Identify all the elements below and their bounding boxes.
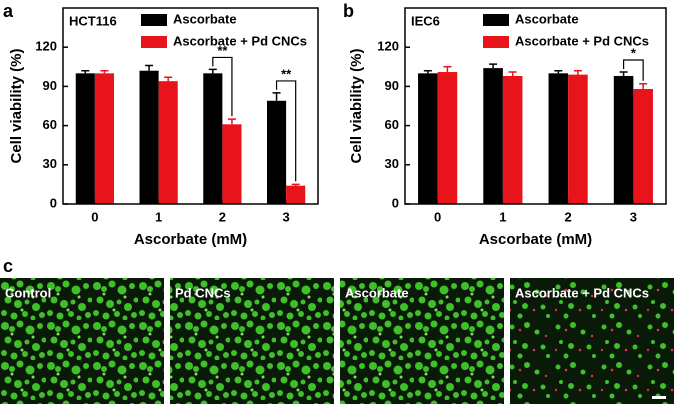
y-tick-label: 60 (43, 117, 57, 132)
micrograph (170, 278, 334, 404)
bar (437, 72, 458, 204)
legend-label: Ascorbate (515, 11, 579, 26)
micrograph (340, 278, 504, 404)
x-tick-label: 3 (630, 209, 637, 224)
legend-label: Ascorbate + Pd CNCs (515, 33, 649, 48)
error-bar (489, 63, 498, 69)
bar (158, 81, 178, 204)
bar (75, 73, 95, 204)
error-bar (81, 69, 90, 74)
error-bar (639, 83, 648, 90)
y-tick-label: 30 (43, 156, 57, 171)
error-bar (443, 66, 452, 73)
legend-swatch (141, 14, 167, 26)
y-tick-label: 90 (385, 78, 399, 93)
y-tick-label: 0 (50, 195, 57, 210)
plot-frame (404, 7, 667, 205)
error-bar (145, 64, 154, 71)
image-caption: Control (5, 285, 51, 300)
bar (267, 100, 287, 204)
micrograph (510, 278, 674, 404)
y-tick-label: 0 (392, 195, 399, 210)
y-tick-label: 90 (43, 78, 57, 93)
bar (222, 124, 242, 204)
y-axis-label: Cell viability (%) (348, 48, 365, 163)
x-axis-label: Ascorbate (mM) (134, 231, 247, 248)
legend-swatch (483, 36, 509, 48)
y-axis-label: Cell viability (%) (8, 48, 25, 163)
x-tick-label: 2 (219, 209, 226, 224)
error-bar (272, 92, 281, 101)
legend-label: Ascorbate (173, 11, 237, 26)
annotation: HCT116 (69, 13, 117, 28)
error-bar (554, 69, 563, 74)
x-tick-label: 1 (155, 209, 162, 224)
y-tick-label: 60 (385, 117, 399, 132)
significance-bracket (622, 59, 644, 81)
bar (483, 68, 503, 205)
bar (548, 73, 569, 204)
image-caption: Ascorbate + Pd CNCs (515, 285, 649, 300)
bar (568, 74, 588, 204)
micrograph (0, 278, 164, 404)
error-bar (573, 69, 582, 75)
bar (286, 185, 306, 204)
y-tick-label: 120 (35, 39, 57, 54)
error-bar (619, 71, 628, 76)
panel-label: a (3, 1, 14, 21)
significance-label: * (631, 45, 637, 60)
error-bar (100, 69, 109, 74)
significance-bracket (275, 80, 297, 182)
x-tick-label: 0 (91, 209, 98, 224)
bar (633, 89, 653, 204)
error-bar (227, 118, 236, 125)
x-tick-label: 1 (499, 209, 506, 224)
bar (502, 75, 523, 205)
bar (203, 73, 223, 204)
y-tick-label: 30 (385, 156, 399, 171)
error-bar (423, 69, 432, 74)
error-bar (164, 76, 173, 82)
panel-label: c (3, 256, 13, 276)
bar (613, 75, 634, 205)
y-tick-label: 120 (377, 39, 399, 54)
significance-label: ** (281, 66, 292, 81)
bar (418, 73, 438, 204)
legend-swatch (141, 36, 167, 48)
panel-label: b (343, 1, 354, 21)
error-bar (208, 68, 217, 74)
annotation: IEC6 (411, 13, 440, 28)
x-tick-label: 0 (434, 209, 441, 224)
image-caption: Ascorbate (345, 285, 409, 300)
significance-bracket (212, 56, 233, 117)
error-bar (291, 183, 300, 186)
scale-bar (652, 396, 666, 399)
plot-frame (62, 7, 319, 205)
image-caption: Pd CNCs (175, 285, 231, 300)
x-axis-label: Ascorbate (mM) (479, 231, 592, 248)
error-bar (508, 71, 517, 76)
legend-label: Ascorbate + Pd CNCs (173, 33, 307, 48)
significance-label: ** (217, 43, 228, 58)
x-tick-label: 2 (565, 209, 572, 224)
bar (139, 70, 159, 204)
x-tick-label: 3 (283, 209, 290, 224)
bar (94, 73, 114, 204)
legend-swatch (483, 14, 509, 26)
